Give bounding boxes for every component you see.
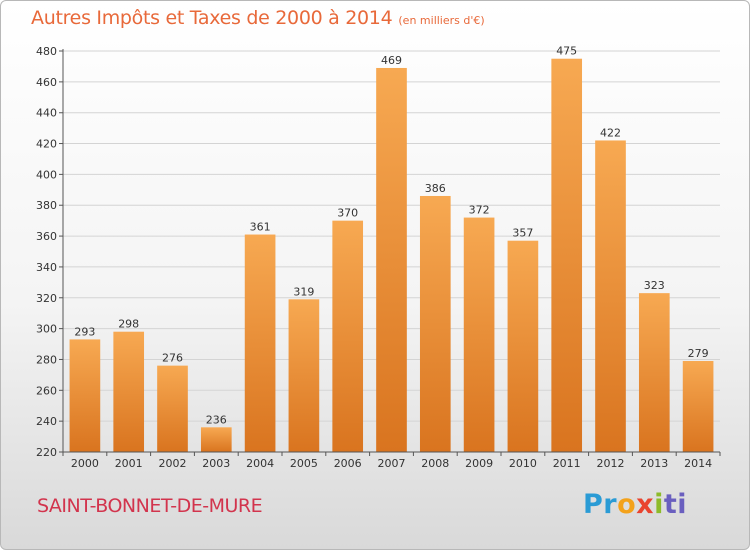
bar-value-label: 293 (74, 325, 95, 338)
y-tick-label: 280 (36, 353, 57, 366)
bar (507, 240, 539, 452)
bar (595, 140, 626, 452)
y-tick-label: 400 (36, 168, 57, 181)
x-tick-label: 2005 (290, 457, 318, 470)
bar-value-label: 370 (337, 207, 358, 220)
logo-part-2: o (617, 489, 637, 520)
x-tick-label: 2012 (597, 457, 625, 470)
y-tick-label: 260 (36, 384, 57, 397)
bar (419, 195, 451, 452)
x-tick-label: 2007 (378, 457, 406, 470)
x-tick-label: 2010 (509, 457, 537, 470)
bars (69, 58, 714, 452)
bar-value-label: 279 (688, 347, 709, 360)
logo-part-5: ti (663, 489, 688, 520)
bar (157, 365, 188, 452)
title-text: Autres Impôts et Taxes de 2000 à 2014 (31, 7, 393, 29)
bar (113, 331, 145, 452)
bar (551, 58, 583, 452)
y-tick-label: 220 (36, 446, 57, 459)
y-tick-label: 360 (36, 230, 57, 243)
y-tick-label: 300 (36, 323, 57, 336)
value-labels: 293 298 276 236 361 319 370 469 386 372 357 475 422 3… (74, 45, 708, 427)
x-tick-label: 2003 (202, 457, 230, 470)
bar (244, 234, 276, 452)
y-tick-label: 460 (36, 76, 57, 89)
bar (332, 220, 364, 452)
y-tick-label: 380 (36, 199, 57, 212)
bar-value-label: 469 (381, 54, 402, 67)
bar-value-label: 276 (162, 352, 183, 365)
logo-part-4: i (654, 489, 664, 520)
x-tick-label: 2008 (421, 457, 449, 470)
logo-part-3: x (636, 489, 655, 520)
bar (682, 361, 714, 452)
axes: 220 240 260 280 300 320 340 360 380 400 420 440 460 4… (36, 45, 721, 470)
bar-value-label: 319 (293, 285, 314, 298)
x-tick-label: 2014 (684, 457, 712, 470)
bar-value-label: 298 (118, 318, 139, 331)
bar-value-label: 323 (644, 279, 665, 292)
bar-value-label: 386 (425, 182, 446, 195)
bar-value-label: 422 (600, 126, 621, 139)
x-tick-label: 2009 (465, 457, 493, 470)
proxiti-logo[interactable]: Proxiti (583, 489, 687, 520)
y-tick-label: 320 (36, 292, 57, 305)
bar-value-label: 361 (250, 221, 271, 234)
chart-title: Autres Impôts et Taxes de 2000 à 2014 (en… (31, 7, 485, 29)
y-tick-label: 340 (36, 261, 57, 274)
logo-part-1: Pr (583, 489, 618, 520)
x-tick-label: 2013 (640, 457, 668, 470)
chart-subtitle: (en milliers d'€) (398, 14, 485, 27)
x-tick-label: 2004 (246, 457, 274, 470)
bar (463, 217, 495, 452)
municipality-name: SAINT-BONNET-DE-MURE (37, 495, 263, 517)
x-tick-label: 2011 (553, 457, 581, 470)
x-tick-label: 2000 (71, 457, 99, 470)
bar (376, 67, 407, 452)
bar-value-label: 372 (469, 204, 490, 217)
x-tick-label: 2002 (159, 457, 187, 470)
y-tick-label: 240 (36, 415, 57, 428)
x-tick-label: 2006 (334, 457, 362, 470)
y-tick-label: 420 (36, 138, 57, 151)
y-tick-label: 480 (36, 45, 57, 58)
bar-value-label: 357 (512, 227, 533, 240)
bar-value-label: 475 (556, 45, 577, 58)
x-tick-label: 2001 (115, 457, 143, 470)
bar (200, 427, 232, 452)
bar-value-label: 236 (206, 413, 227, 426)
y-tick-label: 440 (36, 107, 57, 120)
bar (69, 339, 101, 452)
bar (638, 293, 670, 452)
bar (288, 299, 320, 452)
